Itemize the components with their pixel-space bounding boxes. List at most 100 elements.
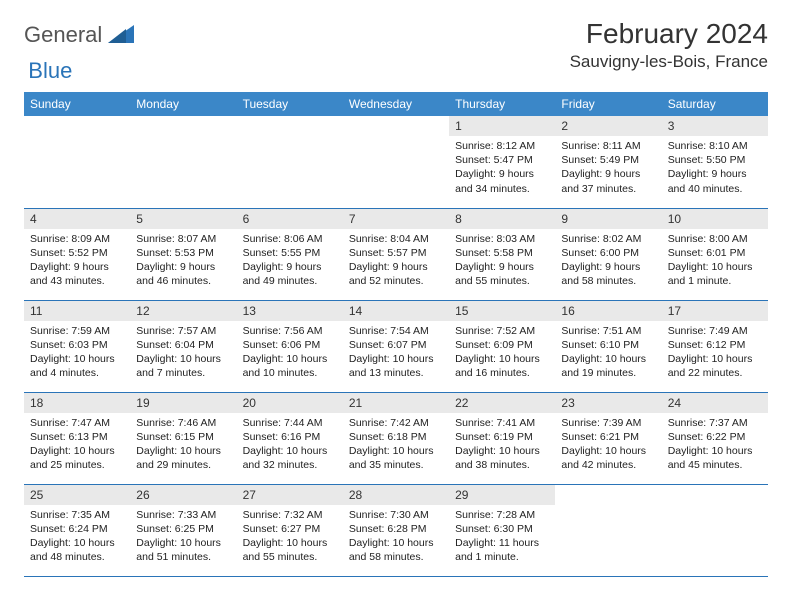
calendar-day-cell: 5Sunrise: 8:07 AMSunset: 5:53 PMDaylight… <box>130 208 236 300</box>
sunrise-text: Sunrise: 8:04 AM <box>349 232 443 246</box>
month-title: February 2024 <box>570 18 768 50</box>
sunrise-text: Sunrise: 8:00 AM <box>668 232 762 246</box>
sunset-text: Sunset: 5:58 PM <box>455 246 549 260</box>
day-info: Sunrise: 7:35 AMSunset: 6:24 PMDaylight:… <box>24 505 130 569</box>
sunset-text: Sunset: 6:01 PM <box>668 246 762 260</box>
calendar-day-cell: 3Sunrise: 8:10 AMSunset: 5:50 PMDaylight… <box>662 116 768 208</box>
daylight-text: Daylight: 10 hours and 13 minutes. <box>349 352 443 380</box>
sunset-text: Sunset: 6:19 PM <box>455 430 549 444</box>
calendar-day-cell <box>237 116 343 208</box>
daylight-text: Daylight: 9 hours and 34 minutes. <box>455 167 549 195</box>
calendar-day-cell: 8Sunrise: 8:03 AMSunset: 5:58 PMDaylight… <box>449 208 555 300</box>
daylight-text: Daylight: 10 hours and 7 minutes. <box>136 352 230 380</box>
calendar-day-cell: 23Sunrise: 7:39 AMSunset: 6:21 PMDayligh… <box>555 392 661 484</box>
day-info: Sunrise: 8:07 AMSunset: 5:53 PMDaylight:… <box>130 229 236 293</box>
sunrise-text: Sunrise: 7:49 AM <box>668 324 762 338</box>
daylight-text: Daylight: 10 hours and 22 minutes. <box>668 352 762 380</box>
calendar-week-row: 4Sunrise: 8:09 AMSunset: 5:52 PMDaylight… <box>24 208 768 300</box>
day-number: 27 <box>237 485 343 505</box>
sunset-text: Sunset: 6:18 PM <box>349 430 443 444</box>
sunset-text: Sunset: 6:07 PM <box>349 338 443 352</box>
calendar-day-cell: 1Sunrise: 8:12 AMSunset: 5:47 PMDaylight… <box>449 116 555 208</box>
day-info: Sunrise: 8:11 AMSunset: 5:49 PMDaylight:… <box>555 136 661 200</box>
day-number: 19 <box>130 393 236 413</box>
day-info: Sunrise: 7:47 AMSunset: 6:13 PMDaylight:… <box>24 413 130 477</box>
sunrise-text: Sunrise: 7:35 AM <box>30 508 124 522</box>
calendar-day-cell <box>662 484 768 576</box>
day-header: Thursday <box>449 92 555 116</box>
daylight-text: Daylight: 10 hours and 58 minutes. <box>349 536 443 564</box>
day-number: 1 <box>449 116 555 136</box>
calendar-day-cell: 2Sunrise: 8:11 AMSunset: 5:49 PMDaylight… <box>555 116 661 208</box>
daylight-text: Daylight: 10 hours and 51 minutes. <box>136 536 230 564</box>
day-number: 29 <box>449 485 555 505</box>
day-info: Sunrise: 7:42 AMSunset: 6:18 PMDaylight:… <box>343 413 449 477</box>
sunrise-text: Sunrise: 8:10 AM <box>668 139 762 153</box>
calendar-week-row: 11Sunrise: 7:59 AMSunset: 6:03 PMDayligh… <box>24 300 768 392</box>
sunrise-text: Sunrise: 7:30 AM <box>349 508 443 522</box>
daylight-text: Daylight: 9 hours and 49 minutes. <box>243 260 337 288</box>
calendar-day-cell: 27Sunrise: 7:32 AMSunset: 6:27 PMDayligh… <box>237 484 343 576</box>
calendar-day-cell: 29Sunrise: 7:28 AMSunset: 6:30 PMDayligh… <box>449 484 555 576</box>
calendar-day-cell: 24Sunrise: 7:37 AMSunset: 6:22 PMDayligh… <box>662 392 768 484</box>
logo-text-blue: Blue <box>28 58 72 84</box>
sunset-text: Sunset: 6:06 PM <box>243 338 337 352</box>
day-number: 3 <box>662 116 768 136</box>
day-number: 25 <box>24 485 130 505</box>
day-info: Sunrise: 8:06 AMSunset: 5:55 PMDaylight:… <box>237 229 343 293</box>
sunset-text: Sunset: 5:55 PM <box>243 246 337 260</box>
sunset-text: Sunset: 6:24 PM <box>30 522 124 536</box>
sunrise-text: Sunrise: 7:42 AM <box>349 416 443 430</box>
day-info: Sunrise: 7:51 AMSunset: 6:10 PMDaylight:… <box>555 321 661 385</box>
day-info: Sunrise: 8:02 AMSunset: 6:00 PMDaylight:… <box>555 229 661 293</box>
calendar-day-cell: 16Sunrise: 7:51 AMSunset: 6:10 PMDayligh… <box>555 300 661 392</box>
daylight-text: Daylight: 10 hours and 16 minutes. <box>455 352 549 380</box>
daylight-text: Daylight: 9 hours and 46 minutes. <box>136 260 230 288</box>
sunset-text: Sunset: 5:47 PM <box>455 153 549 167</box>
calendar-day-cell: 18Sunrise: 7:47 AMSunset: 6:13 PMDayligh… <box>24 392 130 484</box>
title-block: February 2024 Sauvigny-les-Bois, France <box>570 18 768 72</box>
day-info: Sunrise: 7:56 AMSunset: 6:06 PMDaylight:… <box>237 321 343 385</box>
day-info: Sunrise: 7:54 AMSunset: 6:07 PMDaylight:… <box>343 321 449 385</box>
daylight-text: Daylight: 10 hours and 42 minutes. <box>561 444 655 472</box>
calendar-day-cell: 12Sunrise: 7:57 AMSunset: 6:04 PMDayligh… <box>130 300 236 392</box>
calendar-day-cell: 22Sunrise: 7:41 AMSunset: 6:19 PMDayligh… <box>449 392 555 484</box>
location-label: Sauvigny-les-Bois, France <box>570 52 768 72</box>
calendar-week-row: 1Sunrise: 8:12 AMSunset: 5:47 PMDaylight… <box>24 116 768 208</box>
sunrise-text: Sunrise: 7:52 AM <box>455 324 549 338</box>
day-header: Saturday <box>662 92 768 116</box>
day-number: 11 <box>24 301 130 321</box>
calendar-day-cell: 13Sunrise: 7:56 AMSunset: 6:06 PMDayligh… <box>237 300 343 392</box>
day-number: 22 <box>449 393 555 413</box>
sunset-text: Sunset: 6:12 PM <box>668 338 762 352</box>
calendar-day-cell: 26Sunrise: 7:33 AMSunset: 6:25 PMDayligh… <box>130 484 236 576</box>
sunset-text: Sunset: 6:03 PM <box>30 338 124 352</box>
calendar-day-cell: 28Sunrise: 7:30 AMSunset: 6:28 PMDayligh… <box>343 484 449 576</box>
sunrise-text: Sunrise: 7:41 AM <box>455 416 549 430</box>
daylight-text: Daylight: 10 hours and 19 minutes. <box>561 352 655 380</box>
day-header: Wednesday <box>343 92 449 116</box>
day-info: Sunrise: 7:44 AMSunset: 6:16 PMDaylight:… <box>237 413 343 477</box>
sunrise-text: Sunrise: 8:06 AM <box>243 232 337 246</box>
daylight-text: Daylight: 10 hours and 48 minutes. <box>30 536 124 564</box>
logo-triangle-icon <box>108 23 134 48</box>
sunset-text: Sunset: 5:49 PM <box>561 153 655 167</box>
calendar-week-row: 25Sunrise: 7:35 AMSunset: 6:24 PMDayligh… <box>24 484 768 576</box>
day-number: 20 <box>237 393 343 413</box>
day-info: Sunrise: 7:52 AMSunset: 6:09 PMDaylight:… <box>449 321 555 385</box>
sunset-text: Sunset: 5:57 PM <box>349 246 443 260</box>
sunrise-text: Sunrise: 7:32 AM <box>243 508 337 522</box>
day-info: Sunrise: 8:04 AMSunset: 5:57 PMDaylight:… <box>343 229 449 293</box>
day-info: Sunrise: 7:30 AMSunset: 6:28 PMDaylight:… <box>343 505 449 569</box>
sunrise-text: Sunrise: 7:44 AM <box>243 416 337 430</box>
calendar-day-cell: 9Sunrise: 8:02 AMSunset: 6:00 PMDaylight… <box>555 208 661 300</box>
day-number: 6 <box>237 209 343 229</box>
daylight-text: Daylight: 9 hours and 37 minutes. <box>561 167 655 195</box>
calendar-day-cell <box>130 116 236 208</box>
day-number: 21 <box>343 393 449 413</box>
daylight-text: Daylight: 10 hours and 55 minutes. <box>243 536 337 564</box>
sunset-text: Sunset: 6:15 PM <box>136 430 230 444</box>
day-info: Sunrise: 8:10 AMSunset: 5:50 PMDaylight:… <box>662 136 768 200</box>
calendar-day-cell: 25Sunrise: 7:35 AMSunset: 6:24 PMDayligh… <box>24 484 130 576</box>
day-number: 26 <box>130 485 236 505</box>
